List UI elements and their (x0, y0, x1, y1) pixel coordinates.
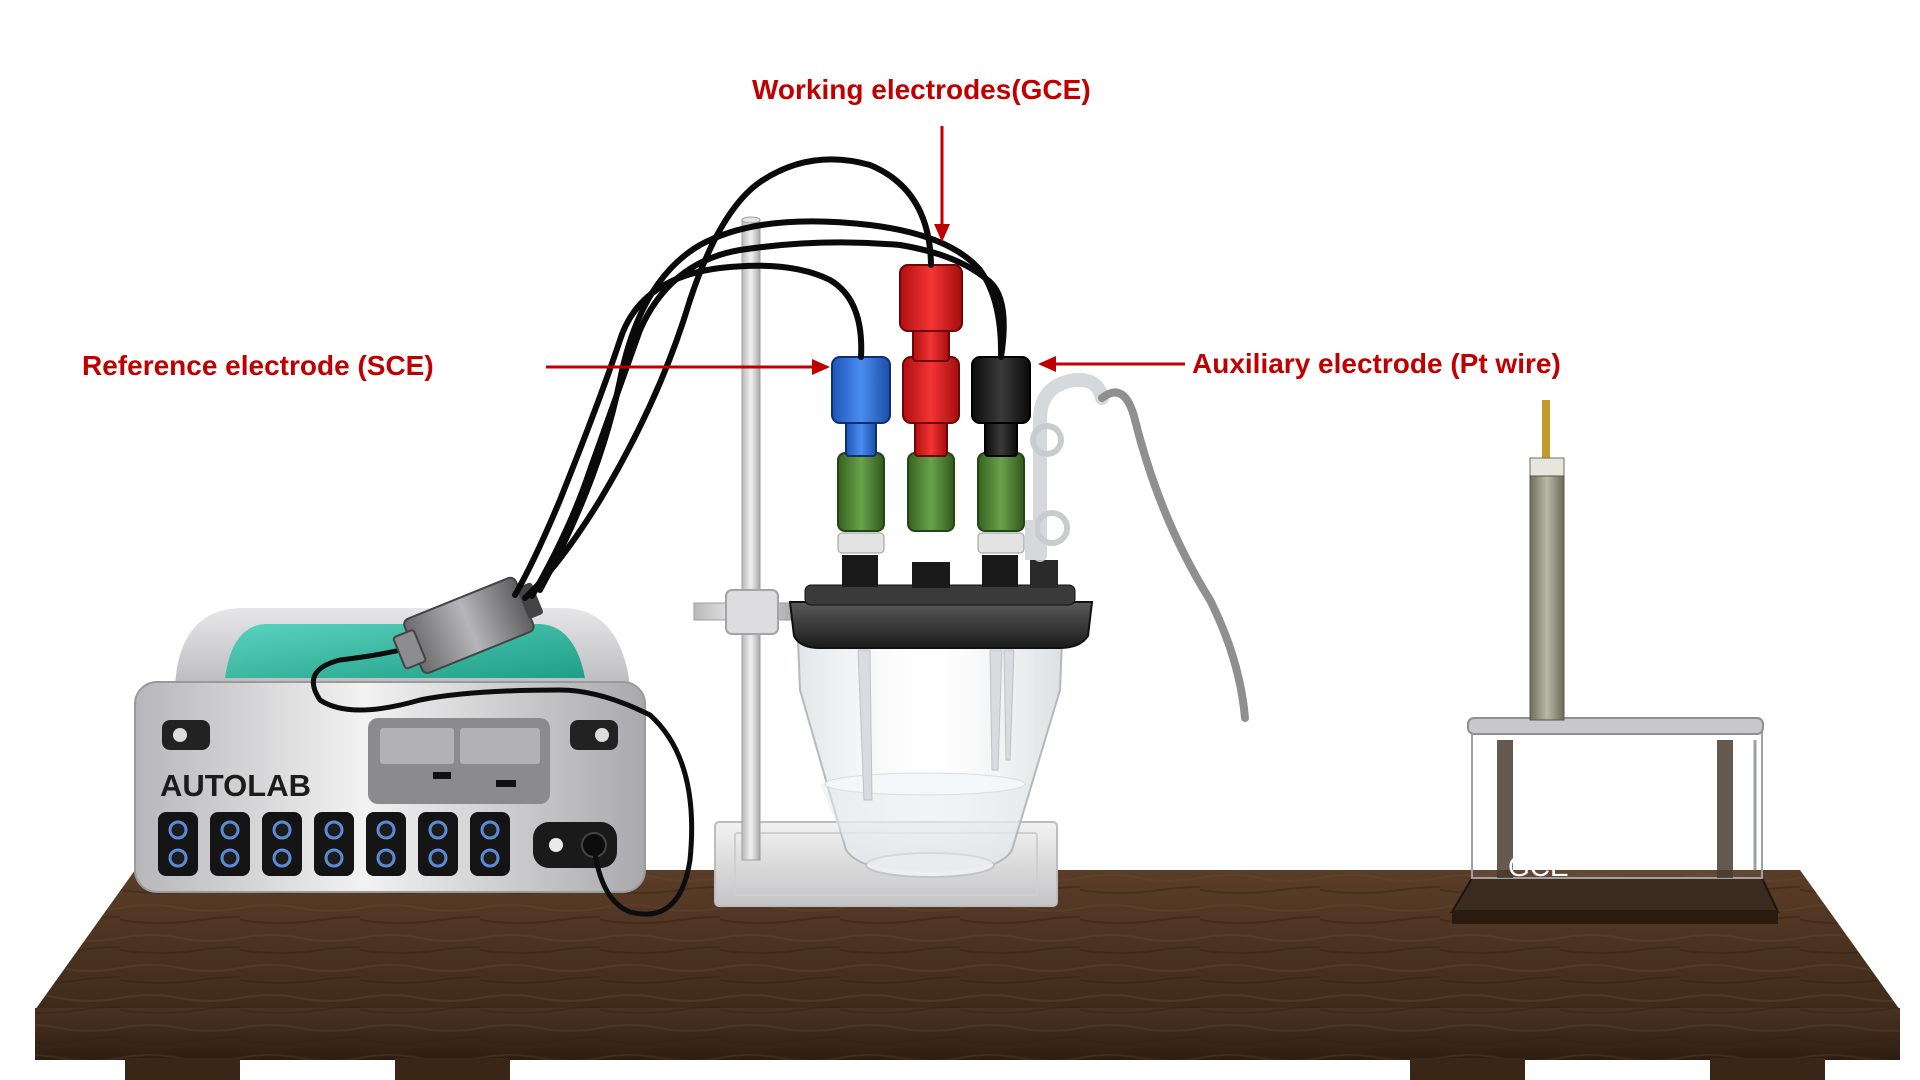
socket-1-icon (158, 812, 198, 876)
cable-reference (512, 262, 865, 598)
gce-holder-stand: GCE (1450, 400, 1780, 924)
device-label: AUTOLAB (160, 768, 311, 803)
lid-post-2 (912, 562, 950, 588)
gce-stand-label: GCE (1508, 851, 1569, 882)
gce-stand-post-left (1497, 740, 1513, 878)
auxiliary-electrode-label: Auxiliary electrode (Pt wire) (1192, 348, 1561, 379)
working-arrow (934, 126, 950, 242)
reference-plug-blue (831, 356, 891, 424)
wooden-table (35, 870, 1900, 1080)
electrochemical-cell (788, 264, 1249, 878)
gce-stand-post-right (1717, 740, 1733, 878)
table-leg-left-2 (395, 1058, 510, 1080)
callout-arrows (546, 126, 1185, 375)
lid-post-4 (1030, 560, 1058, 588)
autolab-potentiostat: AUTOLAB (134, 608, 646, 893)
electrode-cables (512, 156, 1007, 601)
gce-stand-shelf (1467, 717, 1764, 735)
socket-7-icon (470, 812, 510, 876)
working-plug-red-upper (899, 264, 963, 332)
cable-extra (529, 239, 1007, 599)
ground-socket-icon (533, 822, 617, 868)
working-electrode (899, 264, 963, 532)
socket-6-icon (418, 812, 458, 876)
cable-auxiliary (537, 218, 1005, 593)
cable-working (522, 156, 934, 601)
socket-5-icon (366, 812, 406, 876)
auxiliary-electrode (971, 356, 1031, 532)
socket-4-icon (314, 812, 354, 876)
reference-electrode (831, 356, 891, 532)
ground-cable (310, 647, 695, 917)
working-plug-red-lower (902, 356, 960, 424)
stand-clamp-boss (725, 589, 779, 635)
device-handle-right-icon (570, 720, 618, 750)
table-leg-right-2 (1710, 1058, 1825, 1080)
auxiliary-plug-black (971, 356, 1031, 424)
auxiliary-electrode-tube (1025, 372, 1109, 562)
socket-2-icon (210, 812, 250, 876)
socket-3-icon (262, 812, 302, 876)
lid-post-1 (842, 555, 878, 587)
table-leg-right-1 (1410, 1058, 1525, 1080)
stand-rod (741, 219, 761, 861)
reference-electrode-label: Reference electrode (SCE) (82, 350, 434, 381)
lid-post-3 (982, 555, 1018, 587)
reference-arrow (546, 359, 830, 375)
gas-tubing (1098, 388, 1249, 722)
device-handle-left-icon (162, 720, 210, 750)
auxiliary-arrow (1038, 356, 1185, 372)
gce-electrode (1529, 400, 1565, 721)
cable-connector (392, 576, 543, 674)
table-leg-left-1 (125, 1058, 240, 1080)
working-electrodes-label: Working electrodes(GCE) (752, 74, 1091, 105)
gce-stand-base (1450, 877, 1780, 913)
cell-lid (788, 601, 1094, 649)
